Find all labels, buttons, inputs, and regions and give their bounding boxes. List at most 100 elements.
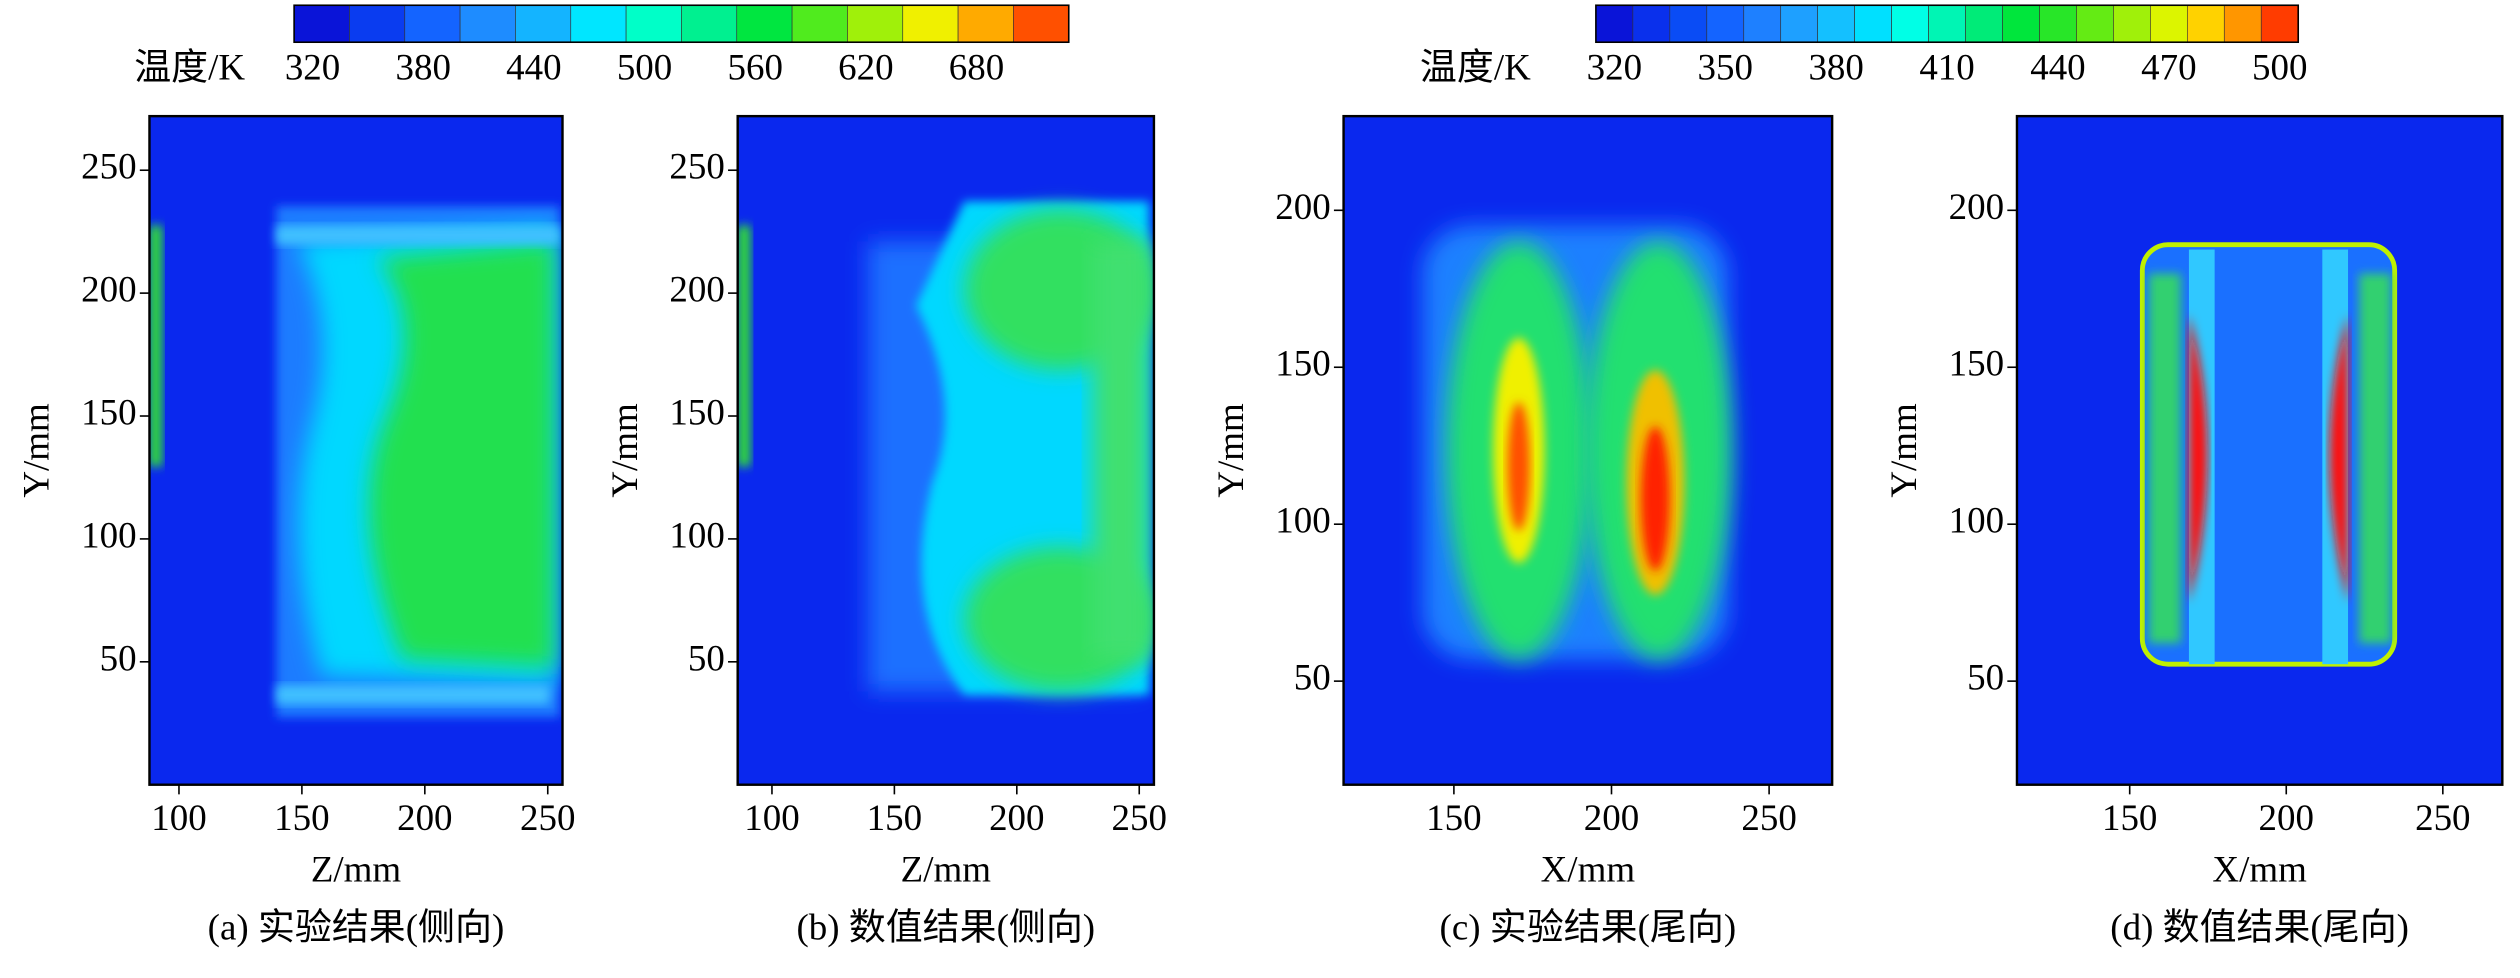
colorbar-segment: [1595, 4, 1634, 43]
x-tick-label: 150: [2102, 797, 2157, 838]
y-tick-label: 150: [669, 392, 724, 433]
x-tick-label: 150: [1426, 797, 1481, 838]
plot-frame: [148, 114, 564, 786]
x-tick-label: 100: [151, 797, 206, 838]
y-tick-label: 100: [1949, 500, 2004, 541]
colorbar-label: 温度/K: [134, 47, 245, 88]
colorbar-tick-label: 620: [838, 47, 893, 88]
colorbar-segment: [1854, 4, 1892, 43]
colorbar-segment: [2187, 4, 2225, 43]
colorbar-segment: [570, 4, 627, 43]
colorbar-segment: [847, 4, 904, 43]
x-tick-label: 200: [1584, 797, 1639, 838]
colorbar-segment: [404, 4, 461, 43]
colorbar-segment: [2002, 4, 2040, 43]
colorbar-tick-label: 350: [1698, 47, 1753, 88]
colorbar-segment: [1928, 4, 1966, 43]
caption: (a) 实验结果(侧向): [208, 906, 505, 948]
colorbar-tick-label: 410: [1919, 47, 1974, 88]
colorbar-segment: [1780, 4, 1818, 43]
colorbar-label: 温度/K: [1420, 47, 1531, 88]
colorbar-segment: [2223, 4, 2262, 43]
y-tick-label: 100: [1275, 500, 1330, 541]
colorbar-segment: [902, 4, 959, 43]
colorbar-segment: [1669, 4, 1708, 43]
colorbar-segment: [1891, 4, 1929, 43]
colorbar-segment: [459, 4, 516, 43]
colorbar-tick-label: 320: [1587, 47, 1642, 88]
heat-field: [2016, 116, 2503, 785]
colorbar-segment: [2039, 4, 2077, 43]
x-tick-label: 100: [744, 797, 799, 838]
colorbar-tick-label: 500: [2252, 47, 2307, 88]
colorbar-tick-label: 320: [285, 47, 340, 88]
colorbar-segment: [1706, 4, 1745, 43]
colorbar-segment: [2260, 4, 2299, 43]
colorbar-segment: [2113, 4, 2151, 43]
heat-field: [737, 116, 1154, 785]
colorbar-tick-label: 680: [949, 47, 1004, 88]
y-axis-label: Y/mm: [1883, 403, 1924, 498]
y-axis-label: Y/mm: [1210, 403, 1251, 498]
colorbar-segment: [2076, 4, 2114, 43]
plot-frame: [736, 114, 1156, 786]
colorbar-segment: [349, 4, 406, 43]
x-tick-label: 150: [867, 797, 922, 838]
y-tick-label: 50: [688, 637, 725, 678]
colorbar-tick-label: 440: [2030, 47, 2085, 88]
x-tick-label: 200: [397, 797, 452, 838]
colorbar-tick-label: 380: [395, 47, 450, 88]
caption: (b) 数值结果(侧向): [796, 906, 1095, 948]
x-axis-label: X/mm: [2212, 849, 2307, 890]
y-tick-label: 150: [81, 392, 136, 433]
x-tick-label: 250: [2415, 797, 2470, 838]
x-tick-label: 200: [2259, 797, 2314, 838]
colorbar-tick-label: 560: [727, 47, 782, 88]
plot-frame: [1342, 114, 1834, 786]
y-tick-label: 250: [669, 146, 724, 187]
x-tick-label: 250: [520, 797, 575, 838]
colorbar-frame: [293, 4, 1070, 44]
colorbar-segment: [791, 4, 848, 43]
y-tick-label: 200: [81, 269, 136, 310]
x-tick-label: 250: [1112, 797, 1167, 838]
y-tick-label: 100: [81, 514, 136, 555]
y-tick-label: 50: [100, 637, 137, 678]
colorbar-segment: [515, 4, 572, 43]
y-tick-label: 100: [669, 514, 724, 555]
y-tick-label: 200: [669, 269, 724, 310]
y-tick-label: 150: [1275, 343, 1330, 384]
colorbar-segment: [625, 4, 682, 43]
colorbar-tick-label: 440: [506, 47, 561, 88]
heat-field: [149, 116, 563, 785]
colorbar-segment: [1632, 4, 1671, 43]
colorbar-segment: [1743, 4, 1782, 43]
colorbar-frame: [1595, 4, 2300, 44]
x-tick-label: 150: [274, 797, 329, 838]
colorbar-segment: [681, 4, 738, 43]
y-axis-label: Y/mm: [16, 403, 57, 498]
colorbar-segment: [1817, 4, 1855, 43]
colorbar-segment: [736, 4, 793, 43]
colorbar-segment: [293, 4, 350, 43]
y-tick-label: 200: [1275, 186, 1330, 227]
colorbar-tick-label: 500: [617, 47, 672, 88]
y-tick-label: 150: [1949, 343, 2004, 384]
plot-frame: [2015, 114, 2504, 786]
y-tick-label: 50: [1967, 657, 2004, 698]
x-axis-label: Z/mm: [311, 849, 402, 890]
caption: (c) 实验结果(尾向): [1440, 906, 1737, 948]
colorbar-tick-label: 380: [1808, 47, 1863, 88]
x-tick-label: 200: [989, 797, 1044, 838]
x-tick-label: 250: [1741, 797, 1796, 838]
heat-field: [1343, 116, 1833, 785]
colorbar-segment: [2150, 4, 2188, 43]
colorbar-segment: [1013, 4, 1070, 43]
y-tick-label: 200: [1949, 186, 2004, 227]
x-axis-label: Z/mm: [901, 849, 992, 890]
y-tick-label: 50: [1294, 657, 1331, 698]
colorbar-tick-label: 470: [2141, 47, 2196, 88]
caption: (d) 数值结果(尾向): [2110, 906, 2409, 948]
y-tick-label: 250: [81, 146, 136, 187]
